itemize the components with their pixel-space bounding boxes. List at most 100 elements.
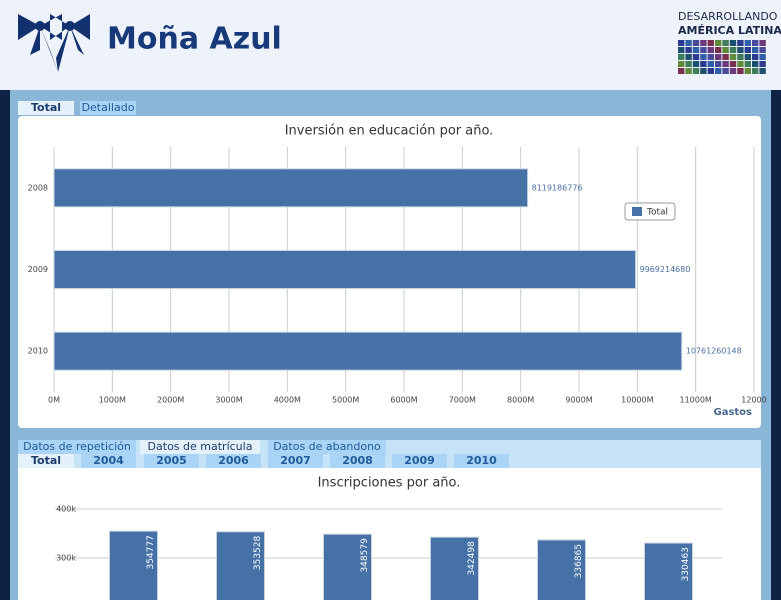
mosaic-tile: [759, 47, 766, 53]
tab[interactable]: [330, 454, 385, 468]
bar: [430, 536, 479, 600]
mosaic-tile: [700, 40, 707, 46]
tab-label[interactable]: 2008: [342, 454, 373, 467]
mosaic-tile: [729, 61, 737, 67]
mosaic-tile: [752, 54, 759, 60]
value-label: 342498: [467, 541, 477, 576]
tab[interactable]: [454, 454, 509, 468]
tab-label[interactable]: Datos de abandono: [273, 440, 381, 453]
tab-label[interactable]: Datos de repetición: [23, 440, 131, 453]
legend-label: Total: [646, 208, 668, 218]
mosaic-tile: [685, 61, 692, 67]
mosaic-tile: [737, 68, 744, 74]
mosaic-tile: [678, 40, 685, 46]
mosaic-tile: [737, 47, 744, 53]
tab-label[interactable]: 2007: [280, 454, 311, 467]
mosaic-tile: [722, 61, 729, 67]
mosaic-tile: [707, 68, 714, 74]
mosaic-tile: [700, 61, 707, 67]
tab[interactable]: [268, 440, 386, 454]
mosaic-tile: [685, 54, 692, 60]
mosaic-tile: [752, 68, 759, 74]
mosaic-tile: [752, 47, 759, 53]
tab-label[interactable]: Total: [31, 454, 61, 467]
tab[interactable]: [80, 101, 136, 115]
mosaic-tile: [759, 61, 766, 67]
tab[interactable]: [140, 440, 260, 454]
mosaic-tile: [692, 54, 700, 60]
x-tick-label: 12000: [741, 396, 766, 405]
legend-swatch: [632, 207, 642, 216]
mosaic-tile: [678, 61, 685, 67]
mosaic-tile: [715, 61, 722, 67]
tab[interactable]: [392, 454, 447, 468]
tab-label[interactable]: Datos de matrícula: [148, 440, 253, 453]
mosaic-tile: [707, 47, 714, 53]
logo-bows: [18, 14, 90, 72]
mosaic-tile: [700, 68, 707, 74]
bar: [53, 168, 529, 208]
mosaic-tile: [744, 40, 751, 46]
mosaic-tile: [707, 61, 714, 67]
mosaic-tile: [678, 47, 685, 53]
brand: Moña Azul: [107, 22, 282, 57]
header-bg: [0, 0, 781, 90]
x-tick-label: 4000M: [274, 396, 301, 405]
partner-mosaic: [678, 40, 766, 74]
tab[interactable]: [18, 101, 74, 115]
bar: [53, 331, 683, 371]
tab-label[interactable]: 2009: [404, 454, 435, 467]
mosaic-tile: [715, 54, 722, 60]
bar: [644, 542, 693, 600]
tab-label[interactable]: 2004: [93, 454, 124, 467]
mosaic-tile: [685, 68, 692, 74]
bar: [109, 530, 158, 600]
tab[interactable]: [18, 440, 136, 454]
mosaic-tile: [744, 47, 751, 53]
mosaic-tile: [737, 54, 744, 60]
tab[interactable]: [268, 454, 323, 468]
tab-label[interactable]: 2010: [466, 454, 497, 467]
mosaic-tile: [759, 40, 766, 46]
mosaic-tile: [685, 40, 692, 46]
mosaic-tile: [744, 54, 751, 60]
y-tick-label: 400k: [56, 505, 76, 514]
mosaic-tile: [744, 61, 751, 67]
mosaic-tile: [729, 68, 737, 74]
mosaic-tile: [737, 61, 744, 67]
mosaic-tile: [729, 47, 737, 53]
tab-label[interactable]: Total: [31, 101, 61, 114]
mosaic-tile: [722, 47, 729, 53]
chart-title: Inversión en educación por año.: [285, 124, 494, 139]
mosaic-tile: [678, 54, 685, 60]
mosaic-tile: [729, 54, 737, 60]
tab[interactable]: [144, 454, 199, 468]
x-tick-label: 1000M: [99, 396, 126, 405]
tab[interactable]: [18, 454, 74, 468]
mosaic-tile: [685, 47, 692, 53]
mosaic-tile: [678, 68, 685, 74]
x-tick-label: 3000M: [215, 396, 242, 405]
y-tick-label: 2008: [28, 183, 48, 192]
tab[interactable]: [206, 454, 261, 468]
bar: [216, 531, 265, 600]
tab[interactable]: [81, 454, 136, 468]
value-label: 353528: [253, 536, 263, 571]
y-tick-label: 2010: [28, 347, 48, 356]
mosaic-tile: [692, 40, 700, 46]
mosaic-tile: [700, 54, 707, 60]
x-tick-label: 6000M: [390, 396, 417, 405]
value-label: 9969214680: [640, 265, 691, 274]
value-label: 348579: [360, 538, 370, 573]
tab-label[interactable]: 2006: [218, 454, 249, 467]
mosaic-tile: [692, 61, 700, 67]
value-label: 336865: [574, 544, 584, 578]
bar: [323, 533, 372, 600]
x-tick-label: 9000M: [565, 396, 592, 405]
tab-label[interactable]: 2005: [156, 454, 187, 467]
mosaic-tile: [700, 47, 707, 53]
x-tick-label: 8000M: [507, 396, 534, 405]
mosaic-tile: [722, 68, 729, 74]
tab-label[interactable]: Detallado: [82, 101, 135, 114]
